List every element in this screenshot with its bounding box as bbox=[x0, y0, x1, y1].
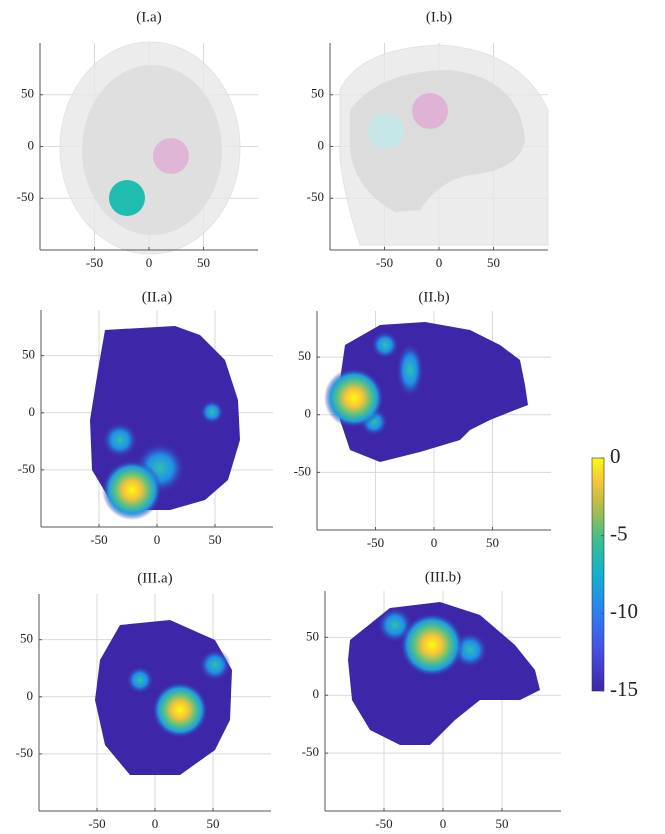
panel-title: (I.a) bbox=[136, 9, 161, 25]
activation bbox=[102, 422, 138, 458]
colorbar-label: -5 bbox=[610, 521, 628, 545]
y-tick-label: 50 bbox=[311, 86, 324, 101]
y-tick-label: 50 bbox=[21, 86, 34, 101]
source-region bbox=[412, 93, 448, 129]
panel-title: (II.b) bbox=[418, 289, 449, 305]
x-tick-label: 50 bbox=[197, 255, 210, 270]
activation bbox=[396, 342, 424, 398]
y-tick-label: -50 bbox=[307, 189, 324, 204]
x-tick-label: 0 bbox=[431, 535, 438, 550]
x-tick-label: 50 bbox=[496, 816, 509, 831]
y-tick-label: 0 bbox=[27, 688, 34, 703]
colorbar-label: -15 bbox=[610, 677, 638, 701]
images bbox=[60, 42, 604, 775]
panel-title: (III.a) bbox=[137, 570, 172, 586]
x-tick-label: 50 bbox=[209, 532, 222, 547]
y-tick-label: 0 bbox=[305, 406, 312, 421]
y-tick-label: -50 bbox=[302, 744, 319, 759]
x-tick-label: -50 bbox=[86, 255, 103, 270]
y-tick-label: -50 bbox=[16, 745, 33, 760]
figure: (I.a)-50050-50050(I.b)-50050-50050(II.a)… bbox=[0, 0, 665, 834]
x-tick-label: 0 bbox=[146, 255, 153, 270]
panel-title: (III.b) bbox=[425, 569, 461, 585]
x-tick-label: 0 bbox=[152, 816, 159, 831]
activation bbox=[102, 460, 162, 520]
y-tick-label: 0 bbox=[313, 686, 320, 701]
panel-title: (II.a) bbox=[142, 289, 172, 305]
y-tick-label: -50 bbox=[17, 189, 34, 204]
source-region bbox=[368, 113, 404, 149]
y-tick-label: 0 bbox=[29, 404, 36, 419]
x-tick-label: 50 bbox=[487, 255, 500, 270]
x-tick-label: 0 bbox=[436, 255, 443, 270]
x-tick-label: -50 bbox=[367, 535, 384, 550]
colorbar bbox=[592, 458, 604, 691]
x-tick-label: -50 bbox=[375, 816, 392, 831]
x-tick-label: -50 bbox=[88, 816, 105, 831]
y-tick-label: -50 bbox=[294, 463, 311, 478]
activation bbox=[200, 400, 224, 424]
activation bbox=[126, 666, 154, 694]
activation bbox=[199, 649, 231, 681]
y-tick-label: 0 bbox=[318, 137, 325, 152]
colorbar-label: 0 bbox=[610, 444, 621, 468]
panel-title: (I.b) bbox=[426, 9, 452, 25]
y-tick-label: -50 bbox=[18, 461, 35, 476]
colorbar-label: -10 bbox=[610, 599, 638, 623]
activation bbox=[400, 613, 464, 677]
x-tick-label: 50 bbox=[486, 535, 499, 550]
x-tick-label: -50 bbox=[376, 255, 393, 270]
y-tick-label: 0 bbox=[28, 137, 35, 152]
activation bbox=[324, 368, 384, 428]
brain bbox=[82, 65, 222, 235]
x-tick-label: 0 bbox=[440, 816, 447, 831]
y-tick-label: 50 bbox=[22, 347, 35, 362]
x-tick-label: 50 bbox=[207, 816, 220, 831]
y-tick-label: 50 bbox=[306, 628, 319, 643]
activation bbox=[371, 331, 399, 359]
y-tick-label: 50 bbox=[20, 631, 33, 646]
source-region bbox=[153, 138, 189, 174]
x-tick-label: -50 bbox=[90, 532, 107, 547]
y-tick-label: 50 bbox=[298, 348, 311, 363]
source-region bbox=[109, 180, 145, 216]
x-tick-label: 0 bbox=[154, 532, 161, 547]
activation bbox=[152, 682, 208, 738]
